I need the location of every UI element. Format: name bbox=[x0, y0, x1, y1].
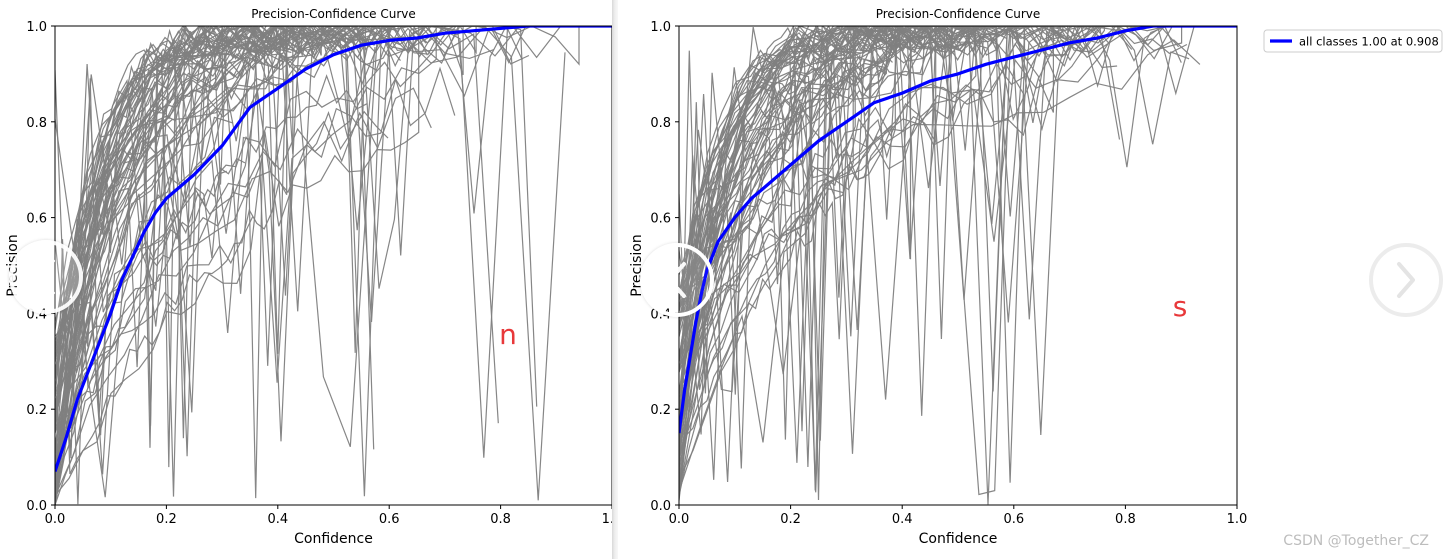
class-curve bbox=[679, 26, 1069, 294]
model-annotation: n bbox=[499, 318, 517, 351]
chart-panel-n: 0.00.20.40.60.81.00.00.20.40.60.81.0Prec… bbox=[0, 0, 612, 559]
chevron-right-icon bbox=[1397, 262, 1415, 298]
class-curve bbox=[679, 26, 1195, 497]
previous-image-button-secondary[interactable] bbox=[640, 243, 714, 317]
y-tick-label: 1.0 bbox=[26, 20, 47, 35]
class-curve bbox=[55, 26, 339, 457]
x-tick-label: 0.0 bbox=[669, 512, 690, 527]
chevron-left-icon bbox=[668, 262, 686, 298]
x-tick-label: 0.8 bbox=[490, 512, 511, 527]
chart-title: Precision-Confidence Curve bbox=[251, 7, 416, 21]
x-tick-label: 0.6 bbox=[1003, 512, 1024, 527]
class-curve bbox=[679, 26, 1065, 445]
model-annotation: s bbox=[1173, 290, 1188, 323]
next-image-button[interactable] bbox=[1369, 243, 1443, 317]
class-curve bbox=[679, 39, 1201, 375]
x-tick-label: 0.2 bbox=[780, 512, 801, 527]
y-tick-label: 0.6 bbox=[26, 212, 47, 227]
class-curve bbox=[679, 26, 1026, 483]
class-curve bbox=[679, 26, 854, 468]
class-curve bbox=[679, 26, 1103, 484]
class-curve bbox=[679, 26, 1173, 415]
class-curve bbox=[55, 26, 312, 439]
plot-lines bbox=[55, 26, 612, 505]
x-tick-label: 0.4 bbox=[267, 512, 288, 527]
class-curve bbox=[55, 26, 304, 423]
class-curve bbox=[679, 33, 946, 460]
y-tick-label: 0.8 bbox=[26, 116, 47, 131]
class-curve bbox=[55, 26, 262, 468]
x-tick-label: 1.0 bbox=[602, 512, 612, 527]
class-curve bbox=[55, 26, 523, 445]
y-tick-label: 0.8 bbox=[650, 116, 671, 131]
y-tick-label: 0.6 bbox=[650, 212, 671, 227]
y-tick-label: 0.2 bbox=[650, 403, 671, 418]
class-curve bbox=[55, 26, 383, 497]
class-curve bbox=[679, 26, 1025, 302]
x-tick-label: 1.0 bbox=[1227, 512, 1248, 527]
watermark: CSDN @Together_CZ bbox=[1283, 533, 1429, 549]
x-axis-label: Confidence bbox=[294, 531, 373, 547]
class-curve bbox=[55, 26, 290, 387]
legend-label: all classes 1.00 at 0.908 bbox=[1299, 35, 1439, 49]
class-curve bbox=[679, 26, 1008, 413]
x-tick-label: 0.2 bbox=[156, 512, 177, 527]
plot-lines bbox=[679, 26, 1237, 505]
class-curve bbox=[679, 26, 1017, 373]
precision-confidence-chart-s: 0.0 0.2 0.4 0.6 0.8 1.00.00.20.40.60.81.0Prec… bbox=[629, 7, 1443, 547]
class-curve bbox=[55, 26, 499, 424]
class-curve bbox=[55, 26, 245, 464]
class-curve bbox=[55, 26, 495, 501]
class-curve bbox=[679, 26, 913, 501]
x-tick-label: 0.4 bbox=[892, 512, 913, 527]
chevron-left-icon bbox=[37, 259, 55, 295]
class-curve bbox=[55, 170, 227, 467]
legend: all classes 1.00 at 0.908 bbox=[1263, 29, 1443, 53]
class-curve bbox=[55, 26, 437, 497]
x-tick-label: 0.6 bbox=[379, 512, 400, 527]
class-curve bbox=[55, 26, 288, 504]
class-curve bbox=[55, 74, 368, 505]
class-curve bbox=[679, 26, 1109, 468]
class-curve bbox=[55, 26, 456, 276]
x-axis-label: Confidence bbox=[919, 531, 998, 547]
class-curve bbox=[679, 26, 896, 430]
class-curve bbox=[679, 125, 893, 368]
previous-image-button[interactable] bbox=[9, 240, 83, 314]
all-classes-line bbox=[55, 26, 612, 473]
class-curve bbox=[679, 26, 937, 300]
class-curve bbox=[55, 26, 457, 381]
x-tick-label: 0.8 bbox=[1115, 512, 1136, 527]
class-curve bbox=[55, 26, 372, 501]
class-curve bbox=[679, 26, 1105, 505]
y-tick-label: 0.0 bbox=[650, 499, 671, 514]
class-curve bbox=[679, 26, 953, 422]
y-tick-label: 1.0 bbox=[650, 20, 671, 35]
class-curve bbox=[679, 43, 1118, 373]
class-curve bbox=[55, 26, 444, 500]
class-curve bbox=[679, 26, 1188, 320]
class-curve bbox=[679, 26, 1063, 497]
panel-divider bbox=[612, 0, 618, 559]
chart-title: Precision-Confidence Curve bbox=[876, 7, 1041, 21]
chart-panel-s: 0.0 0.2 0.4 0.6 0.8 1.0 0.0 0.2 0.4 0.6 0.8 1.0 Prec… bbox=[618, 0, 1443, 559]
class-curve bbox=[55, 35, 401, 500]
y-tick-label: 0.0 bbox=[26, 499, 47, 514]
precision-confidence-chart-n: 0.00.20.40.60.81.00.00.20.40.60.81.0Prec… bbox=[5, 7, 612, 547]
class-curve bbox=[55, 66, 456, 427]
legend-box bbox=[1263, 29, 1443, 53]
y-tick-label: 0.2 bbox=[26, 403, 47, 418]
class-curve bbox=[55, 26, 464, 390]
class-curve bbox=[55, 26, 420, 496]
class-curve bbox=[55, 26, 278, 505]
x-tick-label: 0.0 bbox=[45, 512, 66, 527]
